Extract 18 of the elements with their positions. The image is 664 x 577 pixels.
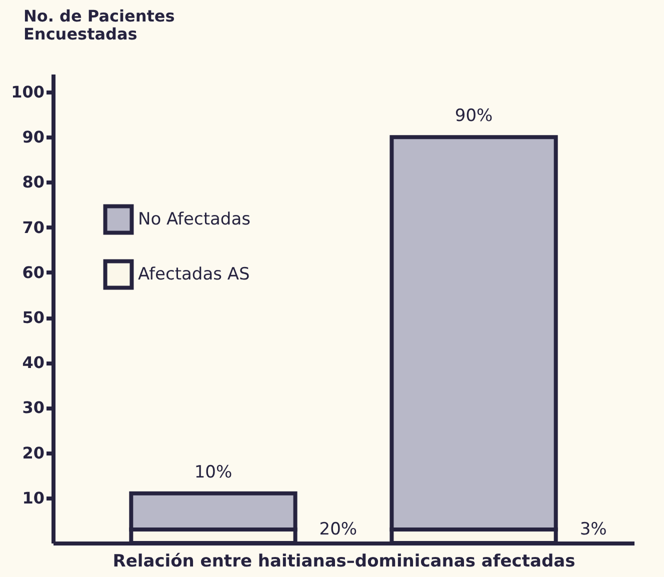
annotation: 10% [194, 462, 232, 482]
y-tick-label: 100 [11, 82, 44, 102]
x-axis-title: Relación entre haitianas–dominicanas afectadas [112, 552, 576, 572]
legend-label: Afectadas AS [138, 264, 250, 284]
y-tick-label: 10 [22, 488, 44, 508]
annotation: 20% [319, 519, 358, 540]
y-tick-label: 50 [22, 308, 44, 328]
y-axis-title: No. de Pacientes Encuestadas [24, 6, 175, 44]
y-tick-label: 70 [22, 218, 44, 237]
y-tick-label: 20 [22, 443, 44, 462]
y-tick-label: 80 [22, 172, 44, 192]
annotation: 90% [454, 106, 493, 126]
y-tick-label: 60 [22, 262, 44, 282]
annotation: 3% [580, 519, 607, 540]
legend-label: No Afectadas [138, 210, 251, 230]
y-tick-label: 90 [22, 128, 44, 147]
y-tick-label: 40 [22, 353, 44, 372]
y-tick-label: 30 [22, 398, 44, 418]
